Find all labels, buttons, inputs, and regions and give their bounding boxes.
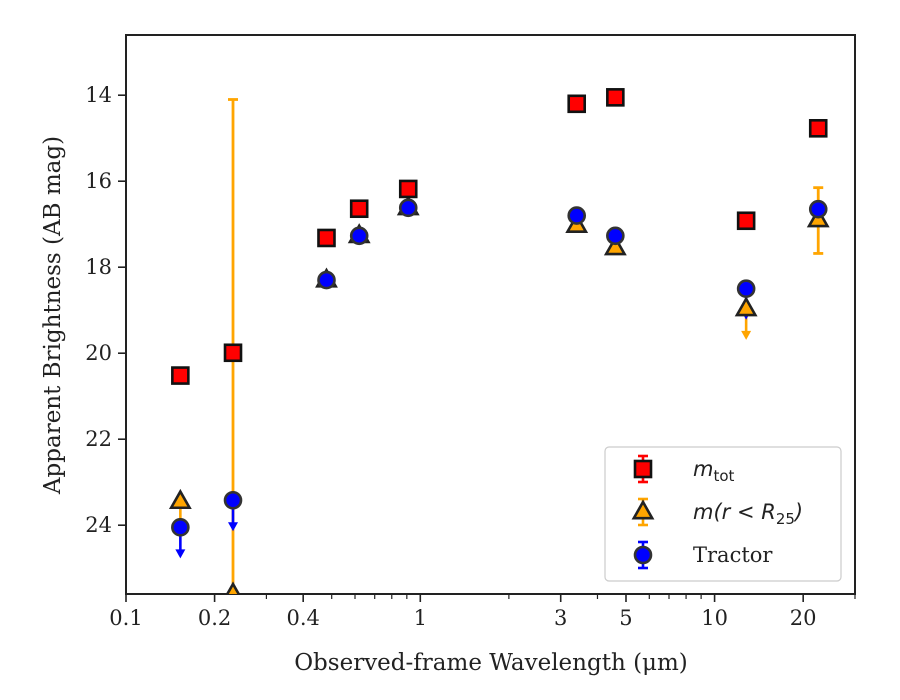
upper-limit-arrowhead bbox=[228, 522, 239, 532]
data-point-square bbox=[736, 211, 756, 231]
upper-limit-arrowhead bbox=[175, 549, 186, 559]
data-point-triangle bbox=[603, 235, 627, 256]
data-point-circle bbox=[317, 270, 336, 290]
x-tick-label: 1 bbox=[414, 606, 427, 630]
x-tick-label: 3 bbox=[554, 606, 567, 630]
data-point-circle bbox=[223, 490, 243, 510]
y-tick-label: 16 bbox=[85, 169, 112, 193]
x-tick-label: 0.2 bbox=[198, 606, 231, 630]
legend-marker-square bbox=[633, 459, 653, 479]
x-tick-label: 0.4 bbox=[286, 606, 319, 630]
data-point-triangle bbox=[734, 296, 758, 317]
plot-area bbox=[125, 34, 856, 595]
data-point-circle bbox=[171, 518, 190, 537]
data-point-square bbox=[606, 88, 625, 107]
data-point-triangle bbox=[225, 581, 241, 594]
y-tick-label: 24 bbox=[85, 513, 112, 537]
data-point-circle bbox=[567, 206, 587, 225]
legend-label: Tractor bbox=[693, 543, 773, 567]
data-point-circle bbox=[736, 279, 756, 299]
x-tick-label: 20 bbox=[790, 606, 817, 630]
data-point-square bbox=[808, 119, 828, 138]
x-tick-label: 10 bbox=[701, 606, 728, 630]
axis-ticks: 0.1 0.2 0.4 1 3 5 10 20 14 16 18 20 22 24 bbox=[85, 83, 856, 630]
data-point-square bbox=[567, 94, 587, 114]
plot-frame bbox=[125, 34, 856, 595]
data-marks bbox=[168, 88, 830, 594]
data-point-square bbox=[317, 228, 336, 248]
data-point-square bbox=[171, 366, 190, 385]
legend-box bbox=[604, 446, 842, 582]
legend-marker-triangle bbox=[631, 499, 655, 520]
y-tick-label: 18 bbox=[85, 255, 112, 279]
data-point-square bbox=[223, 343, 243, 363]
data-point-square bbox=[349, 199, 369, 219]
data-point-circle bbox=[606, 226, 625, 246]
data-point-triangle bbox=[168, 488, 192, 510]
data-point-square bbox=[398, 179, 418, 199]
legend-label: m(r < R25) bbox=[693, 500, 803, 528]
y-tick-label: 20 bbox=[85, 341, 112, 365]
data-point-circle bbox=[398, 198, 418, 218]
legend: mtot m(r < R25) Tractor bbox=[604, 446, 842, 582]
y-tick-label: 22 bbox=[85, 427, 112, 451]
legend-marker-circle bbox=[633, 545, 653, 565]
legend-label: mtot bbox=[693, 457, 735, 485]
data-point-circle bbox=[808, 199, 828, 219]
data-point-circle bbox=[349, 226, 369, 246]
x-tick-label: 0.1 bbox=[109, 606, 142, 630]
y-tick-label: 14 bbox=[85, 83, 112, 107]
upper-limit-arrowhead bbox=[741, 330, 752, 340]
x-tick-label: 5 bbox=[619, 606, 632, 630]
x-axis-label: Observed-frame Wavelength (μm) bbox=[294, 650, 688, 676]
y-axis-label: Apparent Brightness (AB mag) bbox=[40, 136, 66, 495]
